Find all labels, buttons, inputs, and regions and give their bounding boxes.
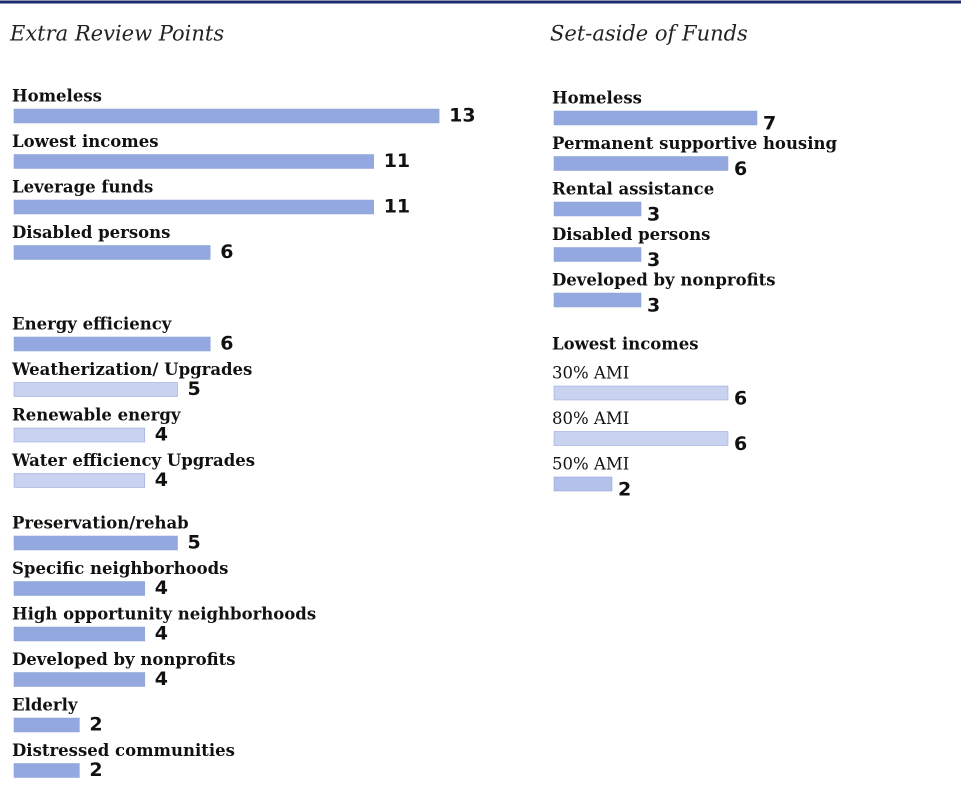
- bar: [13, 473, 146, 488]
- value-label: 4: [155, 577, 168, 599]
- bar: [13, 581, 146, 596]
- value-label: 4: [155, 424, 168, 446]
- bar: [13, 626, 146, 642]
- bar: [13, 672, 146, 687]
- category-label: Preservation/rehab: [12, 514, 189, 533]
- group-label: Lowest incomes: [552, 335, 699, 354]
- value-label: 4: [155, 469, 168, 491]
- category-label: Permanent supportive housing: [552, 134, 837, 153]
- category-label: Disabled persons: [12, 223, 170, 242]
- bar: [13, 154, 374, 169]
- bar: [553, 110, 758, 126]
- category-label: Disabled persons: [552, 225, 710, 244]
- bar: [13, 245, 211, 260]
- category-label: Leverage funds: [12, 178, 153, 197]
- category-label: Homeless: [12, 87, 102, 106]
- bar: [553, 292, 642, 308]
- bar: [13, 382, 178, 397]
- bar: [13, 108, 440, 124]
- value-label: 3: [647, 204, 660, 226]
- bar: [553, 201, 642, 217]
- value-label: 3: [647, 295, 660, 317]
- value-label: 5: [188, 378, 201, 400]
- value-label: 5: [188, 532, 201, 554]
- bar: [13, 535, 178, 551]
- category-label: Lowest incomes: [12, 132, 159, 151]
- bar: [13, 427, 146, 443]
- value-label: 6: [734, 388, 747, 410]
- chart-title: Extra Review Points: [9, 22, 224, 46]
- bar: [13, 717, 80, 733]
- category-label: Weatherization/ Upgrades: [11, 360, 252, 379]
- value-label: 6: [220, 333, 233, 355]
- category-label: Energy efficiency: [12, 315, 172, 334]
- bar: [553, 247, 642, 262]
- category-label: 30% AMI: [552, 364, 629, 383]
- value-label: 2: [89, 759, 102, 781]
- value-label: 4: [155, 623, 168, 645]
- value-label: 4: [155, 668, 168, 690]
- category-label: Developed by nonprofits: [12, 650, 236, 669]
- value-label: 2: [618, 479, 631, 501]
- bar: [553, 431, 729, 446]
- category-label: Elderly: [12, 696, 78, 715]
- value-label: 3: [647, 249, 660, 271]
- bar: [13, 336, 211, 352]
- category-label: 50% AMI: [552, 455, 629, 474]
- value-label: 7: [763, 113, 776, 135]
- bar: [13, 763, 80, 778]
- value-label: 11: [384, 150, 410, 172]
- category-label: Renewable energy: [12, 406, 181, 425]
- value-label: 6: [734, 433, 747, 455]
- category-label: Developed by nonprofits: [552, 271, 776, 290]
- bar: [553, 476, 613, 492]
- bar: [553, 385, 729, 401]
- bar: [553, 156, 729, 171]
- chart-title: Set-aside of Funds: [550, 22, 748, 46]
- category-label: High opportunity neighborhoods: [12, 605, 316, 624]
- value-label: 11: [384, 196, 410, 218]
- bar: [13, 199, 374, 215]
- category-label: Rental assistance: [552, 180, 714, 199]
- value-label: 6: [220, 241, 233, 263]
- value-label: 2: [89, 714, 102, 736]
- category-label: Distressed communities: [12, 741, 235, 760]
- category-label: 80% AMI: [552, 409, 629, 428]
- category-label: Water efficiency Upgrades: [11, 451, 255, 470]
- category-label: Specific neighborhoods: [12, 559, 228, 578]
- value-label: 13: [449, 105, 475, 127]
- value-label: 6: [734, 158, 747, 180]
- category-label: Homeless: [552, 89, 642, 108]
